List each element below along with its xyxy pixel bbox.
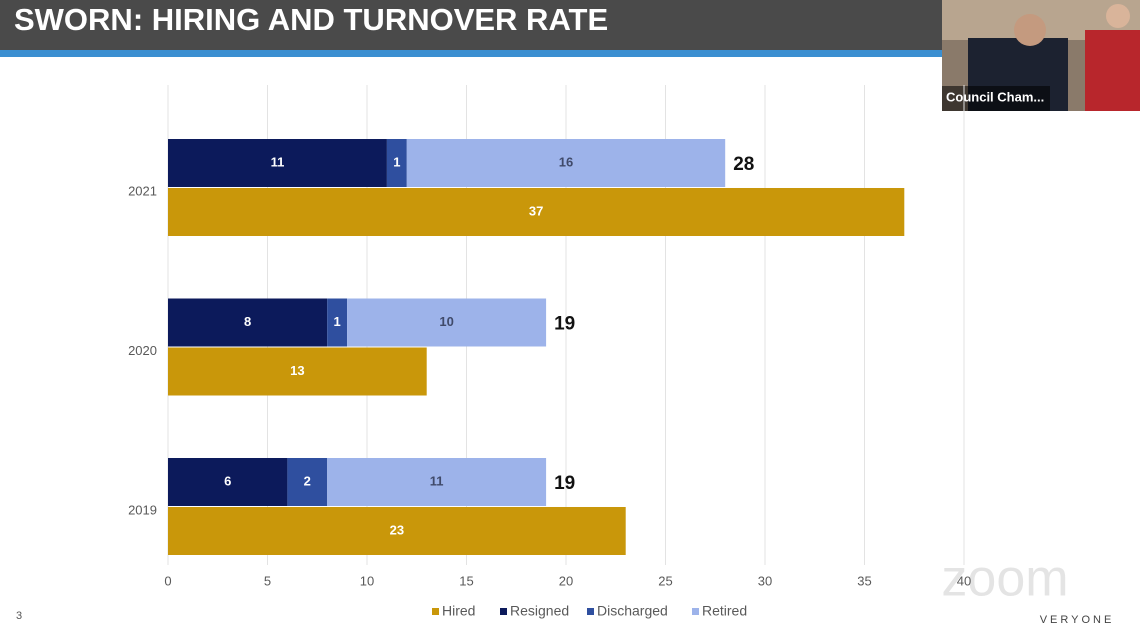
x-tick-label: 0 [164, 573, 171, 588]
video-face-2 [1106, 4, 1130, 28]
video-thumbnail: Council Cham... [942, 0, 1140, 111]
y-tick-label: 2019 [128, 502, 157, 517]
x-tick-label: 15 [459, 573, 473, 588]
total-label: 19 [554, 473, 575, 494]
bar [168, 347, 427, 396]
y-tick-label: 2021 [128, 183, 157, 198]
x-tick-label: 25 [658, 573, 672, 588]
data-label: 1 [334, 314, 341, 329]
legend-swatch [500, 608, 507, 615]
data-label: 11 [430, 473, 444, 488]
video-face [1014, 14, 1046, 46]
bar [168, 507, 626, 555]
data-label: 2 [304, 473, 311, 488]
legend-swatch [587, 608, 594, 615]
header-stripe [0, 50, 942, 57]
legend-swatch [692, 608, 699, 615]
legend-label: Resigned [510, 603, 569, 619]
data-label: 1 [393, 154, 400, 169]
bar-segment [327, 458, 547, 506]
bar-segment [406, 139, 726, 187]
data-label: 8 [244, 314, 251, 329]
bar [168, 188, 905, 236]
total-label: 28 [733, 154, 754, 175]
bar-segment [168, 139, 387, 187]
data-label: 6 [224, 473, 231, 488]
slide-number: 3 [16, 610, 22, 622]
data-label: 13 [290, 363, 304, 378]
zoom-watermark: zoom [941, 550, 1068, 608]
watermark-text: VERYONE [1040, 614, 1115, 626]
bar-segment [327, 298, 348, 347]
bar-segment [386, 139, 407, 187]
bar-segment [287, 458, 328, 506]
legend-label: Hired [442, 603, 475, 619]
data-label: 11 [271, 154, 285, 169]
bar-segment [168, 458, 288, 506]
data-label: 16 [559, 154, 573, 169]
x-tick-label: 20 [559, 573, 573, 588]
total-label: 19 [554, 314, 575, 335]
legend-label: Retired [702, 603, 747, 619]
legend-label: Discharged [597, 603, 668, 619]
video-person-2 [1085, 30, 1140, 111]
video-label: Council Cham... [946, 89, 1044, 104]
data-label: 10 [439, 314, 453, 329]
slide-title: SWORN: HIRING AND TURNOVER RATE [14, 2, 608, 37]
bar-segment [347, 298, 547, 347]
y-tick-label: 2020 [128, 343, 157, 358]
data-label: 37 [529, 203, 543, 218]
data-label: 23 [390, 522, 404, 537]
bar-segment [168, 298, 328, 347]
video-label-bg [942, 86, 1050, 111]
x-tick-label: 40 [957, 573, 971, 588]
x-tick-label: 30 [758, 573, 772, 588]
x-tick-label: 5 [264, 573, 271, 588]
x-tick-label: 35 [857, 573, 871, 588]
legend-swatch [432, 608, 439, 615]
x-tick-label: 10 [360, 573, 374, 588]
header-bar [0, 0, 942, 50]
